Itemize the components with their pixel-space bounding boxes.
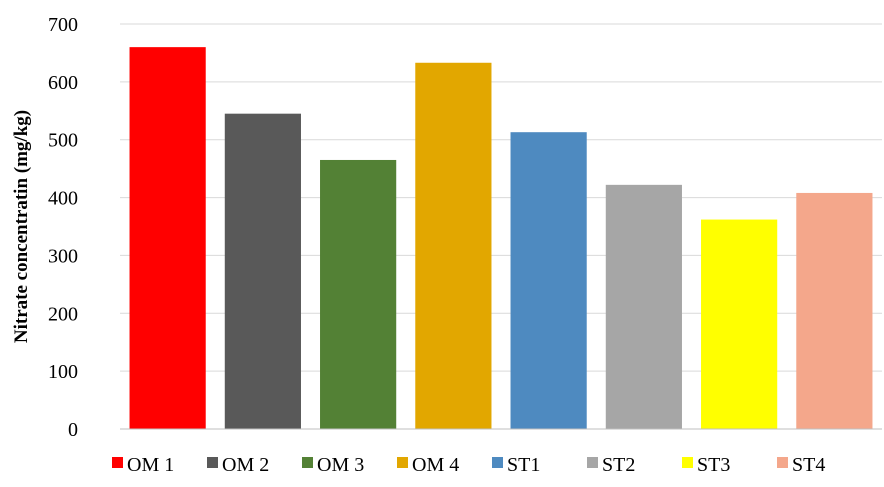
- bar-om-2: [224, 113, 301, 429]
- y-tick-label: 0: [68, 419, 78, 441]
- legend-swatch: [492, 457, 503, 468]
- legend-label: ST1: [507, 454, 540, 476]
- bar-st3: [701, 219, 778, 429]
- legend: OM 1 OM 2 OM 3 OM 4 ST1 ST2 ST3 ST4: [112, 454, 825, 476]
- bar-om-3: [320, 159, 397, 429]
- bars: [129, 47, 873, 430]
- bar-st1: [510, 132, 587, 429]
- legend-swatch: [207, 457, 218, 468]
- y-axis-ticks: 0 100 200 300 400 500 600 700: [48, 14, 78, 441]
- bar-st4: [796, 192, 873, 429]
- y-axis-title: Nitrate concentratin (mg/kg): [11, 110, 32, 343]
- legend-label: ST3: [697, 454, 730, 476]
- y-tick-label: 200: [48, 303, 78, 325]
- legend-label: OM 4: [412, 454, 459, 476]
- bar-om-4: [415, 62, 492, 430]
- legend-swatch: [682, 457, 693, 468]
- legend-label: ST2: [602, 454, 635, 476]
- legend-label: OM 2: [222, 454, 269, 476]
- legend-swatch: [112, 457, 123, 468]
- y-tick-label: 600: [48, 72, 78, 94]
- y-tick-label: 700: [48, 14, 78, 36]
- legend-swatch: [302, 457, 313, 468]
- legend-swatch: [587, 457, 598, 468]
- legend-swatch: [397, 457, 408, 468]
- legend-label: OM 1: [127, 454, 174, 476]
- y-tick-label: 100: [48, 361, 78, 383]
- y-tick-label: 300: [48, 245, 78, 267]
- legend-label: OM 3: [317, 454, 364, 476]
- bar-st2: [605, 184, 682, 429]
- bar-om-1: [129, 47, 206, 430]
- y-tick-label: 400: [48, 188, 78, 210]
- legend-label: ST4: [792, 454, 825, 476]
- legend-swatch: [777, 457, 788, 468]
- y-tick-label: 500: [48, 130, 78, 152]
